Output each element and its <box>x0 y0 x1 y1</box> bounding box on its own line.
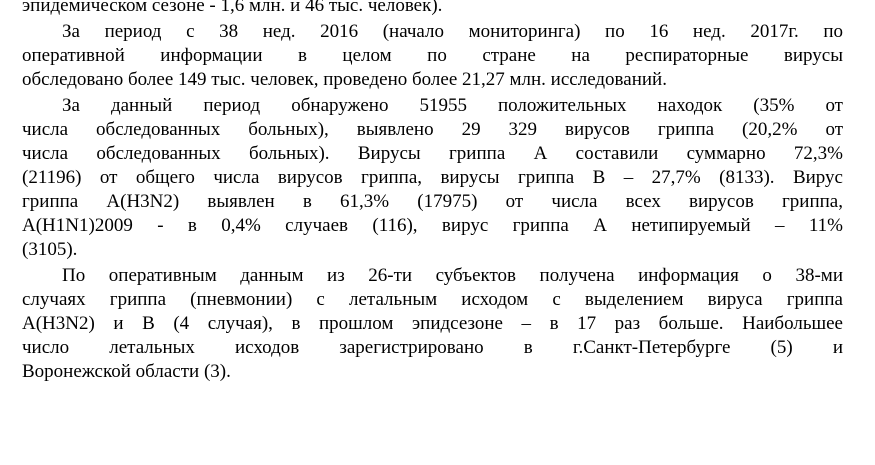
text-line: обследовано более 149 тыс. человек, пров… <box>22 69 667 90</box>
text-line: гриппа А(Н3N2) выявлен в 61,3% (17975) о… <box>22 191 843 212</box>
text-line: случаях гриппа (пневмонии) с летальным и… <box>22 289 843 310</box>
text-line: числа обследованных больных), выявлено 2… <box>22 119 843 140</box>
text-line: По оперативным данным из 26-ти субъектов… <box>62 265 843 286</box>
text-line: эпидемическом сезоне - 1,6 млн. и 46 тыс… <box>22 0 443 16</box>
text-line: А(Н3N2) и В (4 случая), в прошлом эпидсе… <box>22 313 843 334</box>
text-line: За период с 38 нед. 2016 (начало монитор… <box>62 21 843 42</box>
text-line: (21196) от общего числа вирусов гриппа, … <box>22 167 843 188</box>
text-line: Воронежской области (3). <box>22 361 231 382</box>
text-line: А(Н1N1)2009 - в 0,4% случаев (116), виру… <box>22 215 843 236</box>
text-line: За данный период обнаружено 51955 положи… <box>62 95 843 116</box>
text-line: оперативной информации в целом по стране… <box>22 45 843 66</box>
text-line: число летальных исходов зарегистрировано… <box>22 337 843 358</box>
text-line: числа обследованных больных). Вирусы гри… <box>22 143 843 164</box>
text-line: (3105). <box>22 239 78 260</box>
